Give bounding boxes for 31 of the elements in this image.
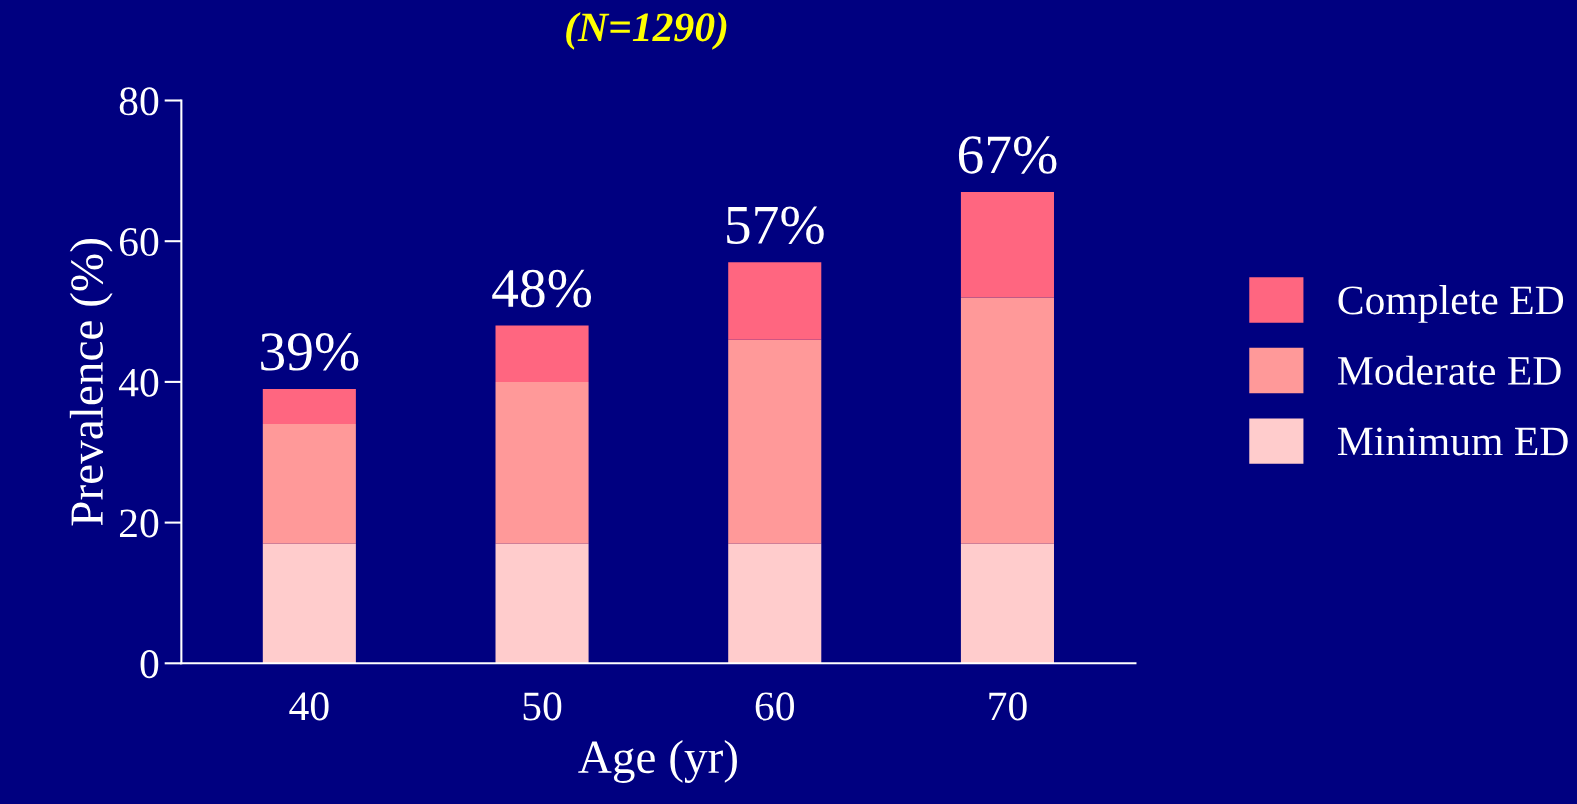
- y-tick-label: 20: [119, 509, 159, 538]
- y-tick-label: 80: [119, 87, 159, 116]
- bar: [728, 262, 822, 340]
- total-label: 57%: [727, 206, 824, 245]
- bar: [960, 297, 1054, 544]
- y-axis-title: Prevalence (%): [69, 239, 113, 526]
- bar: [960, 191, 1054, 298]
- bar: [495, 325, 589, 382]
- bar: [262, 388, 356, 425]
- x-tick-label: 70: [989, 692, 1027, 721]
- total-label: 48%: [492, 269, 592, 308]
- legend-label: Minimum ED: [1337, 427, 1568, 456]
- legend-label: Complete ED: [1338, 285, 1564, 323]
- x-tick-label: 50: [523, 692, 562, 721]
- bar: [495, 543, 589, 664]
- y-tick-label: 40: [118, 368, 159, 397]
- chart-title: (N=1290): [566, 12, 727, 50]
- total-label: 67%: [958, 136, 1057, 174]
- bar: [262, 424, 356, 544]
- y-tick-label: 60: [119, 227, 159, 257]
- bar: [960, 543, 1054, 664]
- total-label: 39%: [261, 333, 359, 371]
- x-axis-title: Age (yr): [578, 739, 737, 783]
- bar: [728, 339, 822, 544]
- bar: [495, 381, 589, 544]
- x-tick-label: 60: [755, 692, 794, 721]
- bar: [728, 543, 822, 664]
- x-tick-label: 40: [289, 692, 329, 721]
- legend-label: Moderate ED: [1337, 355, 1561, 385]
- y-tick-label: 0: [140, 650, 159, 679]
- bar: [262, 543, 356, 664]
